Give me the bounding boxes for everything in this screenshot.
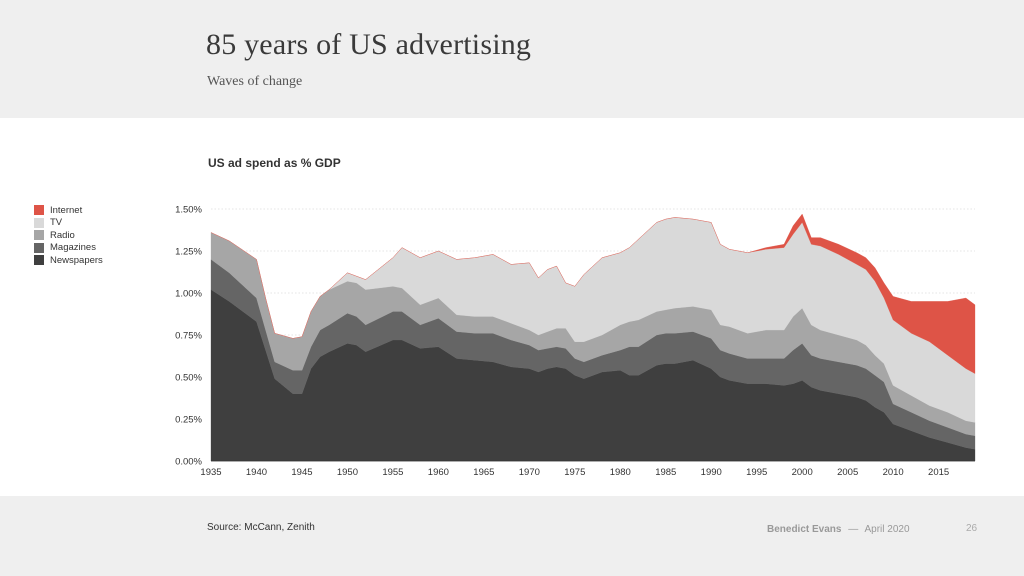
y-tick-label: 0.00% xyxy=(175,457,202,468)
legend-item-radio: Radio xyxy=(34,229,103,242)
legend-item-tv: TV xyxy=(34,217,103,230)
legend-label: Radio xyxy=(50,229,75,241)
x-tick-label: 1970 xyxy=(519,467,540,478)
legend-swatch xyxy=(34,217,44,228)
chart-title: US ad spend as % GDP xyxy=(208,156,341,170)
x-tick-label: 2000 xyxy=(792,467,813,478)
author-name: Benedict Evans xyxy=(767,524,842,535)
x-tick-label: 1985 xyxy=(655,467,676,478)
y-tick-label: 0.25% xyxy=(175,415,202,426)
legend-label: Internet xyxy=(50,204,83,216)
x-tick-label: 2005 xyxy=(837,467,858,478)
x-tick-label: 1965 xyxy=(473,467,494,478)
x-tick-label: 2010 xyxy=(883,467,904,478)
legend-label: TV xyxy=(50,217,63,229)
x-tick-label: 1975 xyxy=(564,467,585,478)
page-number: 26 xyxy=(966,523,978,534)
x-tick-label: 1935 xyxy=(200,467,221,478)
legend-label: Newspapers xyxy=(50,254,103,266)
slide-subtitle: Waves of change xyxy=(207,74,303,89)
source-note: Source: McCann, Zenith xyxy=(207,522,315,533)
y-tick-label: 1.00% xyxy=(175,289,202,300)
y-tick-label: 1.50% xyxy=(175,205,202,216)
legend-item-internet: Internet xyxy=(34,204,103,217)
header-band xyxy=(0,0,1024,118)
legend-swatch xyxy=(34,205,44,216)
area-internet xyxy=(210,213,976,374)
footer-band xyxy=(0,496,1024,576)
legend-swatch xyxy=(34,230,44,241)
x-tick-label: 1990 xyxy=(701,467,722,478)
legend-swatch xyxy=(34,242,44,253)
slide-date: April 2020 xyxy=(864,524,910,535)
x-tick-label: 1960 xyxy=(428,467,449,478)
legend: Internet TV Radio Magazines Newspapers xyxy=(34,204,103,267)
x-tick-label: 1995 xyxy=(746,467,767,478)
legend-swatch xyxy=(34,255,44,266)
x-tick-label: 1955 xyxy=(382,467,403,478)
y-tick-label: 1.25% xyxy=(175,247,202,258)
y-tick-label: 0.75% xyxy=(175,331,202,342)
x-tick-label: 1950 xyxy=(337,467,358,478)
x-tick-label: 2015 xyxy=(928,467,949,478)
author-separator: — xyxy=(848,524,859,535)
y-tick-label: 0.50% xyxy=(175,373,202,384)
legend-label: Magazines xyxy=(50,242,96,254)
x-tick-label: 1940 xyxy=(246,467,267,478)
author-credit: Benedict Evans — April 2020 xyxy=(767,524,910,535)
slide-title: 85 years of US advertising xyxy=(206,28,532,61)
legend-item-newspapers: Newspapers xyxy=(34,254,103,267)
legend-item-magazines: Magazines xyxy=(34,242,103,255)
x-tick-label: 1945 xyxy=(291,467,312,478)
x-tick-label: 1980 xyxy=(610,467,631,478)
